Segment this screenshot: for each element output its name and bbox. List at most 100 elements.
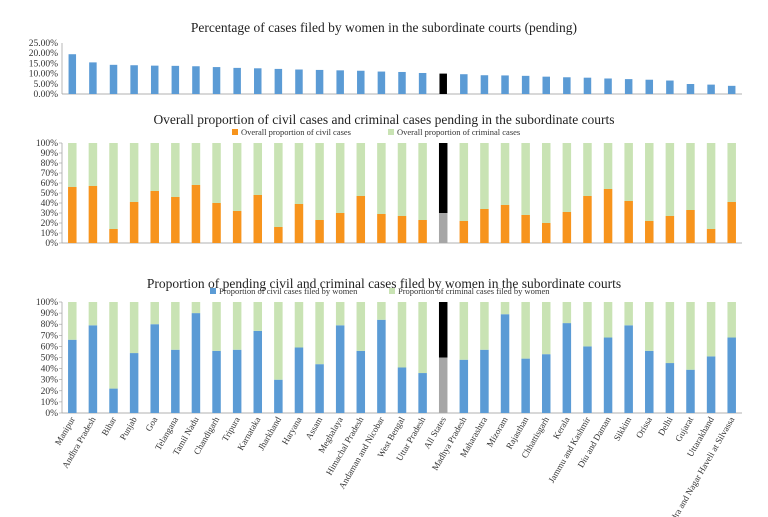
chart3-bar-lower-punjab bbox=[129, 353, 139, 413]
chart1-bar-tamil-nadu bbox=[192, 66, 200, 94]
chart3-bar-lower-uttarakhand bbox=[706, 356, 716, 413]
chart2-bar-upper-uttar-pradesh bbox=[418, 143, 427, 220]
chart3-ytick-label: 30% bbox=[41, 376, 59, 386]
chart3-bar-lower-telangana bbox=[171, 349, 180, 413]
chart2-bar-lower-tripura bbox=[232, 211, 242, 243]
chart2-legend-label-1: Overall proportion of civil cases bbox=[241, 127, 351, 137]
category-label-tripura: Tripura bbox=[220, 415, 242, 443]
chart2-bar-upper-chhattisgarh bbox=[541, 143, 551, 223]
chart3-bar-upper-uttarakhand bbox=[706, 302, 716, 357]
chart1-bar-telangana bbox=[171, 65, 180, 94]
chart2-bar-lower-assam bbox=[315, 220, 324, 243]
chart2-bar-upper-andhra-pradesh bbox=[88, 143, 98, 186]
chart3-bar-lower-uttar-pradesh bbox=[418, 373, 427, 413]
chart2-bar-upper-himachal-pradesh bbox=[356, 143, 366, 196]
chart1-bar-chhattisgarh bbox=[542, 76, 550, 94]
chart2-bar-lower-chhattisgarh bbox=[541, 223, 551, 243]
chart2-bar-lower-punjab bbox=[129, 202, 139, 243]
category-label-assam: Assam bbox=[303, 415, 324, 441]
chart2-bar-lower-bihar bbox=[109, 229, 118, 243]
chart2-bar-upper-karnataka bbox=[253, 143, 263, 195]
category-label-orissa: Orissa bbox=[634, 415, 654, 440]
chart1-bar-andhra-pradesh bbox=[89, 62, 97, 94]
chart3-bar-upper-chhattisgarh bbox=[541, 302, 551, 355]
chart2-bar-upper-west-bengal bbox=[397, 143, 407, 216]
chart3-bar-upper-andaman-and-nicobar bbox=[377, 302, 386, 320]
chart1-bar-chandigarh bbox=[212, 67, 221, 94]
chart2-bar-lower-kerala bbox=[562, 212, 572, 243]
chart2-bar-upper-andaman-and-nicobar bbox=[377, 143, 386, 214]
chart3-bar-upper-madhya-pradesh bbox=[459, 302, 469, 360]
chart1-bar-tripura bbox=[233, 67, 241, 94]
chart2-bar-upper-tripura bbox=[232, 143, 242, 211]
category-label-punjab: Punjab bbox=[118, 415, 139, 442]
chart2-bar-upper-manipur bbox=[68, 143, 77, 187]
chart2-bar-lower-andhra-pradesh bbox=[88, 186, 98, 243]
chart2-bar-lower-rajasthan bbox=[521, 215, 530, 243]
chart3-bar-lower-assam bbox=[315, 364, 324, 413]
chart3-bar-upper-kerala bbox=[562, 302, 572, 324]
chart3-legend-swatch-2 bbox=[389, 288, 395, 294]
chart3-bar-lower-meghalaya bbox=[335, 325, 345, 413]
chart2-bar-lower-himachal-pradesh bbox=[356, 196, 366, 243]
chart2-bar-upper-madhya-pradesh bbox=[459, 143, 469, 221]
chart2-bar-upper-kerala bbox=[562, 143, 572, 212]
chart3-bar-lower-manipur bbox=[68, 339, 77, 413]
chart1-bar-diu-and-daman bbox=[604, 78, 612, 94]
chart3-ytick-label: 100% bbox=[36, 298, 58, 308]
chart2-bar-lower-west-bengal bbox=[397, 216, 407, 243]
chart1-bar-west-bengal bbox=[398, 71, 406, 94]
chart1-bar-all-states bbox=[439, 73, 447, 94]
chart2-bar-lower-andaman-and-nicobar bbox=[377, 214, 386, 243]
chart2-bar-lower-madhya-pradesh bbox=[459, 221, 469, 243]
chart3-bar-lower-delhi bbox=[665, 363, 675, 413]
chart1-bar-punjab bbox=[130, 65, 138, 94]
chart2-bar-upper-haryana bbox=[294, 143, 304, 204]
chart2-ytick-label: 50% bbox=[41, 189, 59, 199]
chart2-ytick-label: 20% bbox=[41, 219, 59, 229]
chart2-ytick-label: 40% bbox=[41, 199, 59, 209]
chart2-bar-lower-jammu-and-kashmir bbox=[583, 196, 592, 243]
chart3-bar-lower-bihar bbox=[109, 388, 118, 413]
chart3-bar-lower-west-bengal bbox=[397, 367, 407, 413]
chart2-title: Overall proportion of civil cases and cr… bbox=[153, 112, 615, 127]
chart2-bar-upper-goa bbox=[150, 143, 159, 191]
chart2-bar-upper-bihar bbox=[109, 143, 118, 229]
chart3-bar-lower-andaman-and-nicobar bbox=[377, 319, 386, 413]
chart3-bar-upper-jammu-and-kashmir bbox=[583, 302, 592, 347]
chart2-ytick-label: 100% bbox=[36, 139, 58, 149]
chart3-bar-upper-tamil-nadu bbox=[191, 302, 201, 314]
chart3-bar-upper-bihar bbox=[109, 302, 118, 389]
chart2-bar-lower-maharashtra bbox=[480, 209, 489, 243]
chart2-bar-upper-chandigarh bbox=[212, 143, 221, 203]
chart3-bar-upper-manipur bbox=[68, 302, 77, 340]
chart2-bar-lower-meghalaya bbox=[335, 213, 345, 243]
chart3-bar-upper-meghalaya bbox=[335, 302, 345, 326]
chart2-bar-upper-jammu-and-kashmir bbox=[583, 143, 592, 196]
chart3-ytick-label: 0% bbox=[45, 409, 58, 419]
chart1-ytick-label: 5.00% bbox=[33, 80, 58, 90]
chart1-bar-delhi bbox=[666, 80, 674, 94]
chart2-bar-upper-diu-and-daman bbox=[603, 143, 613, 189]
chart1-bar-gujarat bbox=[686, 84, 695, 94]
chart3-ytick-label: 80% bbox=[41, 320, 59, 330]
chart3-ytick-label: 40% bbox=[41, 365, 59, 375]
chart3-legend-swatch-1 bbox=[210, 288, 216, 294]
chart1-bar-uttar-pradesh bbox=[418, 72, 427, 94]
chart2-bar-lower-uttarakhand bbox=[706, 229, 716, 243]
category-label-goa: Goa bbox=[143, 415, 159, 433]
chart1-bar-sikkim bbox=[624, 79, 633, 94]
chart2-bar-lower-uttar-pradesh bbox=[418, 220, 427, 243]
chart3-ytick-label: 20% bbox=[41, 387, 59, 397]
chart2-ytick-label: 90% bbox=[41, 149, 59, 159]
chart3-bar-upper-delhi bbox=[665, 302, 675, 364]
chart3-bar-lower-haryana bbox=[294, 347, 304, 413]
chart2-bar-lower-all-states bbox=[438, 213, 448, 243]
chart1-bar-madhya-pradesh bbox=[460, 74, 468, 94]
chart3-bar-lower-karnataka bbox=[253, 330, 263, 413]
chart3-bar-lower-tamil-nadu bbox=[191, 313, 201, 413]
chart3-bar-lower-chandigarh bbox=[212, 350, 221, 413]
chart1-bar-mizoram bbox=[501, 75, 509, 94]
chart3-bar-upper-uttar-pradesh bbox=[418, 302, 427, 374]
chart2-bar-lower-goa bbox=[150, 191, 159, 243]
